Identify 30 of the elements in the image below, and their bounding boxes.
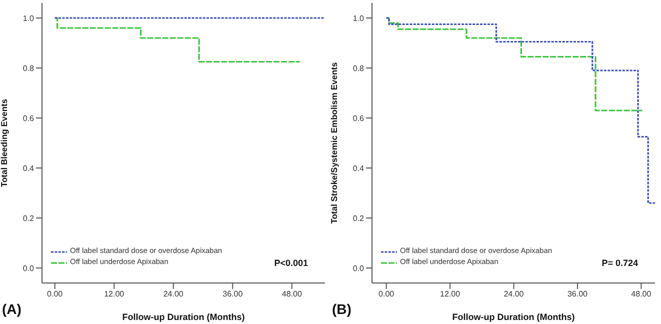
x-tick-label: 12.00 bbox=[104, 290, 125, 299]
x-tick-label: 36.00 bbox=[567, 290, 588, 299]
annotation: P<0.001 bbox=[274, 258, 308, 268]
y-axis-title: Total Stroke/Systemic Embolism Events bbox=[329, 62, 340, 224]
y-tick-label: 0.8 bbox=[22, 64, 35, 73]
y-axis-title: Total Bleeding Events bbox=[0, 98, 10, 188]
y-tick-label: 1.0 bbox=[352, 14, 365, 23]
y-tick-label: 0.2 bbox=[352, 214, 365, 223]
y-tick-label: 0.4 bbox=[22, 164, 35, 173]
y-tick-label: 0.6 bbox=[22, 114, 35, 123]
x-tick-label: 48.00 bbox=[631, 290, 652, 299]
x-tick-label: 24.00 bbox=[504, 290, 524, 299]
x-axis-title: Follow-up Duration (Months) bbox=[122, 312, 245, 322]
x-axis-title: Follow-up Duration (Months) bbox=[452, 312, 575, 322]
x-tick-label: 48.00 bbox=[282, 290, 302, 299]
y-tick-label: 0.0 bbox=[22, 264, 35, 273]
y-tick-label: 0.0 bbox=[352, 264, 365, 273]
y-tick-label: 0.2 bbox=[22, 214, 35, 223]
x-tick-label: 0.00 bbox=[378, 290, 395, 299]
y-tick-label: 1.0 bbox=[22, 14, 35, 23]
y-tick-label: 0.6 bbox=[352, 114, 365, 123]
x-tick-label: 24.00 bbox=[163, 290, 184, 299]
text: (A) bbox=[2, 301, 22, 317]
text: (B) bbox=[332, 301, 352, 317]
x-tick-label: 36.00 bbox=[222, 290, 244, 299]
x-tick-label: 12.00 bbox=[440, 290, 461, 299]
x-tick-label: 0.00 bbox=[47, 290, 64, 299]
annotation: P= 0.724 bbox=[602, 258, 638, 268]
y-tick-label: 0.8 bbox=[352, 64, 365, 73]
y-tick-label: 0.4 bbox=[352, 164, 365, 173]
